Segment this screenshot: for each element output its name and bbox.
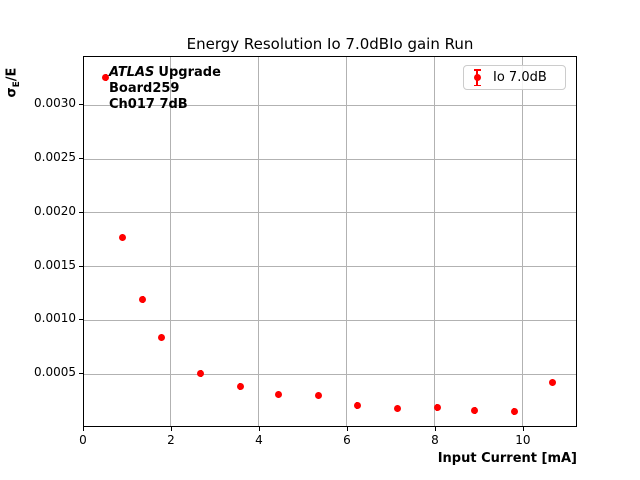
x-gridline [346, 57, 348, 426]
x-gridline [170, 57, 172, 426]
data-point-marker [394, 405, 402, 413]
y-tick-mark [79, 104, 83, 106]
x-axis-label: Input Current [mA] [437, 451, 577, 466]
x-tick-mark [522, 427, 524, 431]
y-gridline [84, 104, 576, 106]
x-gridline [434, 57, 436, 426]
y-tick-mark [79, 158, 83, 160]
x-tick-label: 0 [79, 433, 87, 447]
x-tick-mark [83, 427, 84, 431]
legend-box: Io 7.0dB [463, 65, 566, 90]
y-gridline [84, 373, 576, 375]
y-gridline [84, 319, 576, 321]
y-tick-label: 0.0020 [34, 203, 76, 218]
x-gridline [522, 57, 524, 426]
chart-title: Energy Resolution Io 7.0dBIo gain Run [186, 35, 474, 53]
y-tick-mark [79, 211, 83, 213]
ylabel-subscript: E [12, 81, 23, 88]
annotation-text: ATLAS Upgrade Board259 Ch017 7dB [109, 65, 221, 113]
y-tick-label: 0.0025 [34, 150, 76, 165]
data-point-marker [353, 401, 361, 409]
data-point-marker [197, 369, 205, 377]
x-tick-mark [170, 427, 172, 431]
y-gridline [84, 266, 576, 268]
x-gridline [258, 57, 260, 426]
x-tick-mark [434, 427, 436, 431]
y-tick-label: 0.0010 [34, 311, 76, 326]
data-point-marker [119, 234, 127, 242]
plot-area: ATLAS Upgrade Board259 Ch017 7dB Io 7.0dB [83, 56, 577, 427]
annotation-line-3: Ch017 7dB [109, 97, 188, 112]
data-point-marker [139, 295, 147, 303]
data-point-marker [510, 407, 518, 415]
y-tick-mark [79, 373, 83, 375]
y-tick-label: 0.0030 [34, 96, 76, 111]
data-point-marker [236, 382, 244, 390]
y-gridline [84, 158, 576, 160]
x-tick-label: 10 [515, 433, 531, 447]
data-point-marker [102, 74, 110, 82]
annotation-line-1: ATLAS Upgrade [109, 65, 221, 81]
y-gridline [84, 212, 576, 214]
x-tick-mark [258, 427, 260, 431]
data-point-marker [275, 391, 283, 399]
x-tick-mark [346, 427, 348, 431]
y-tick-label: 0.0015 [34, 257, 76, 272]
y-tick-label: 0.0005 [34, 365, 76, 380]
data-point-marker [433, 404, 441, 412]
x-tick-label: 8 [431, 433, 439, 447]
x-tick-label: 6 [343, 433, 351, 447]
y-tick-mark [79, 265, 83, 267]
legend-label: Io 7.0dB [493, 70, 547, 85]
annotation-line-2: Board259 [109, 81, 180, 96]
data-point-marker [471, 406, 479, 414]
x-tick-label: 2 [167, 433, 175, 447]
data-point-marker [157, 334, 165, 342]
y-tick-mark [79, 319, 83, 321]
errorbar-marker-icon [473, 69, 481, 86]
y-axis-label: σE/E [4, 43, 23, 123]
ylabel-rest: /E [4, 67, 20, 82]
x-tick-label: 4 [255, 433, 263, 447]
data-point-marker [314, 392, 322, 400]
data-point-marker [549, 379, 557, 387]
annotation-atlas: ATLAS [109, 65, 155, 80]
annotation-upgrade: Upgrade [158, 65, 221, 80]
